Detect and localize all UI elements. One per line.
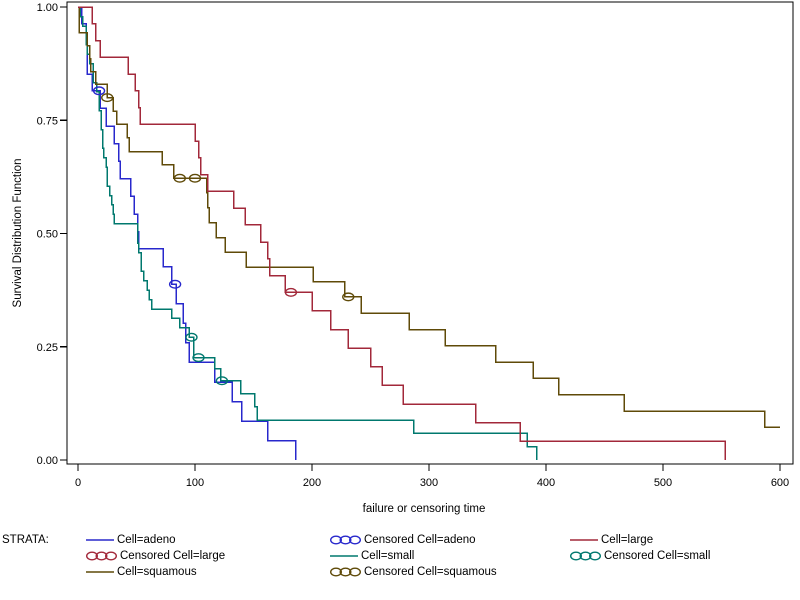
legend-item-label: Cell=small — [361, 550, 415, 562]
legend-column-1: Cell=adeno Censored Cell=large Cell=squa… — [86, 532, 225, 580]
censor-mark-small — [185, 332, 198, 342]
strata-label: STRATA: — [2, 534, 49, 546]
censor-mark-squamous — [101, 93, 114, 103]
adeno-line-icon — [86, 539, 114, 541]
y-tick-label: 1.00 — [37, 2, 58, 14]
series-path-large — [78, 6, 726, 460]
x-tick-label: 400 — [537, 477, 555, 489]
y-axis-title: Survival Distribution Function — [12, 158, 24, 308]
x-tick-label: 100 — [186, 477, 204, 489]
censor-mark-squamous — [173, 173, 186, 183]
legend-item-label: Censored Cell=adeno — [364, 534, 476, 546]
legend-item-label: Censored Cell=large — [120, 550, 226, 562]
legend-item-cell-small: Cell=small — [330, 548, 497, 564]
censor-mark-squamous — [342, 292, 355, 302]
y-tick-label: 0.25 — [37, 342, 58, 354]
legend-item-cell-squamous: Cell=squamous — [86, 564, 225, 580]
legend-item-label: Cell=squamous — [117, 566, 197, 578]
y-tick-label: 0.00 — [37, 455, 58, 467]
large-line-icon — [570, 539, 598, 541]
legend: STRATA: Cell=adeno Censored Cell=large C… — [0, 528, 800, 592]
x-tick-label: 500 — [654, 477, 672, 489]
series-path-small — [78, 6, 538, 460]
censor-mark-adeno — [168, 279, 182, 289]
x-tick-label: 300 — [420, 477, 438, 489]
series-path-adeno — [78, 6, 297, 460]
legend-item-cell-large: Cell=large — [570, 532, 710, 548]
legend-item-cell-adeno: Cell=adeno — [86, 532, 225, 548]
x-tick-label: 200 — [303, 477, 321, 489]
censored-squamous-icon — [330, 567, 361, 577]
plot-frame — [66, 1, 794, 465]
x-tick-label: 0 — [75, 477, 81, 489]
legend-item-label: Cell=adeno — [117, 534, 176, 546]
legend-item-censored-large: Censored Cell=large — [86, 548, 225, 564]
legend-column-2: Censored Cell=adeno Cell=small Censored … — [330, 532, 497, 580]
series-path-squamous — [78, 6, 780, 429]
censor-mark-squamous — [188, 173, 202, 183]
squamous-line-icon — [86, 571, 114, 573]
censored-large-icon — [86, 551, 117, 561]
y-tick-label: 0.50 — [37, 229, 58, 241]
x-tick-label: 600 — [771, 477, 789, 489]
censored-adeno-icon — [330, 535, 361, 545]
legend-item-label: Cell=large — [601, 534, 654, 546]
legend-item-label: Censored Cell=squamous — [364, 566, 497, 578]
legend-item-censored-squamous: Censored Cell=squamous — [330, 564, 497, 580]
legend-column-3: Cell=large Censored Cell=small — [570, 532, 710, 564]
y-tick-label: 0.75 — [37, 115, 58, 127]
small-line-icon — [330, 555, 358, 557]
legend-item-censored-adeno: Censored Cell=adeno — [330, 532, 497, 548]
legend-item-label: Censored Cell=small — [604, 550, 711, 562]
censor-mark-large — [284, 287, 298, 297]
censor-mark-adeno — [92, 86, 106, 96]
legend-item-censored-small: Censored Cell=small — [570, 548, 710, 564]
censor-mark-small — [192, 353, 205, 363]
plot-canvas: 1.00 0.75 0.50 0.25 0.00 0 100 200 300 400 500 600 — [37, 1, 794, 489]
x-axis-title: failure or censoring time — [362, 503, 486, 515]
censor-mark-small — [215, 376, 229, 386]
censored-small-icon — [570, 551, 601, 561]
